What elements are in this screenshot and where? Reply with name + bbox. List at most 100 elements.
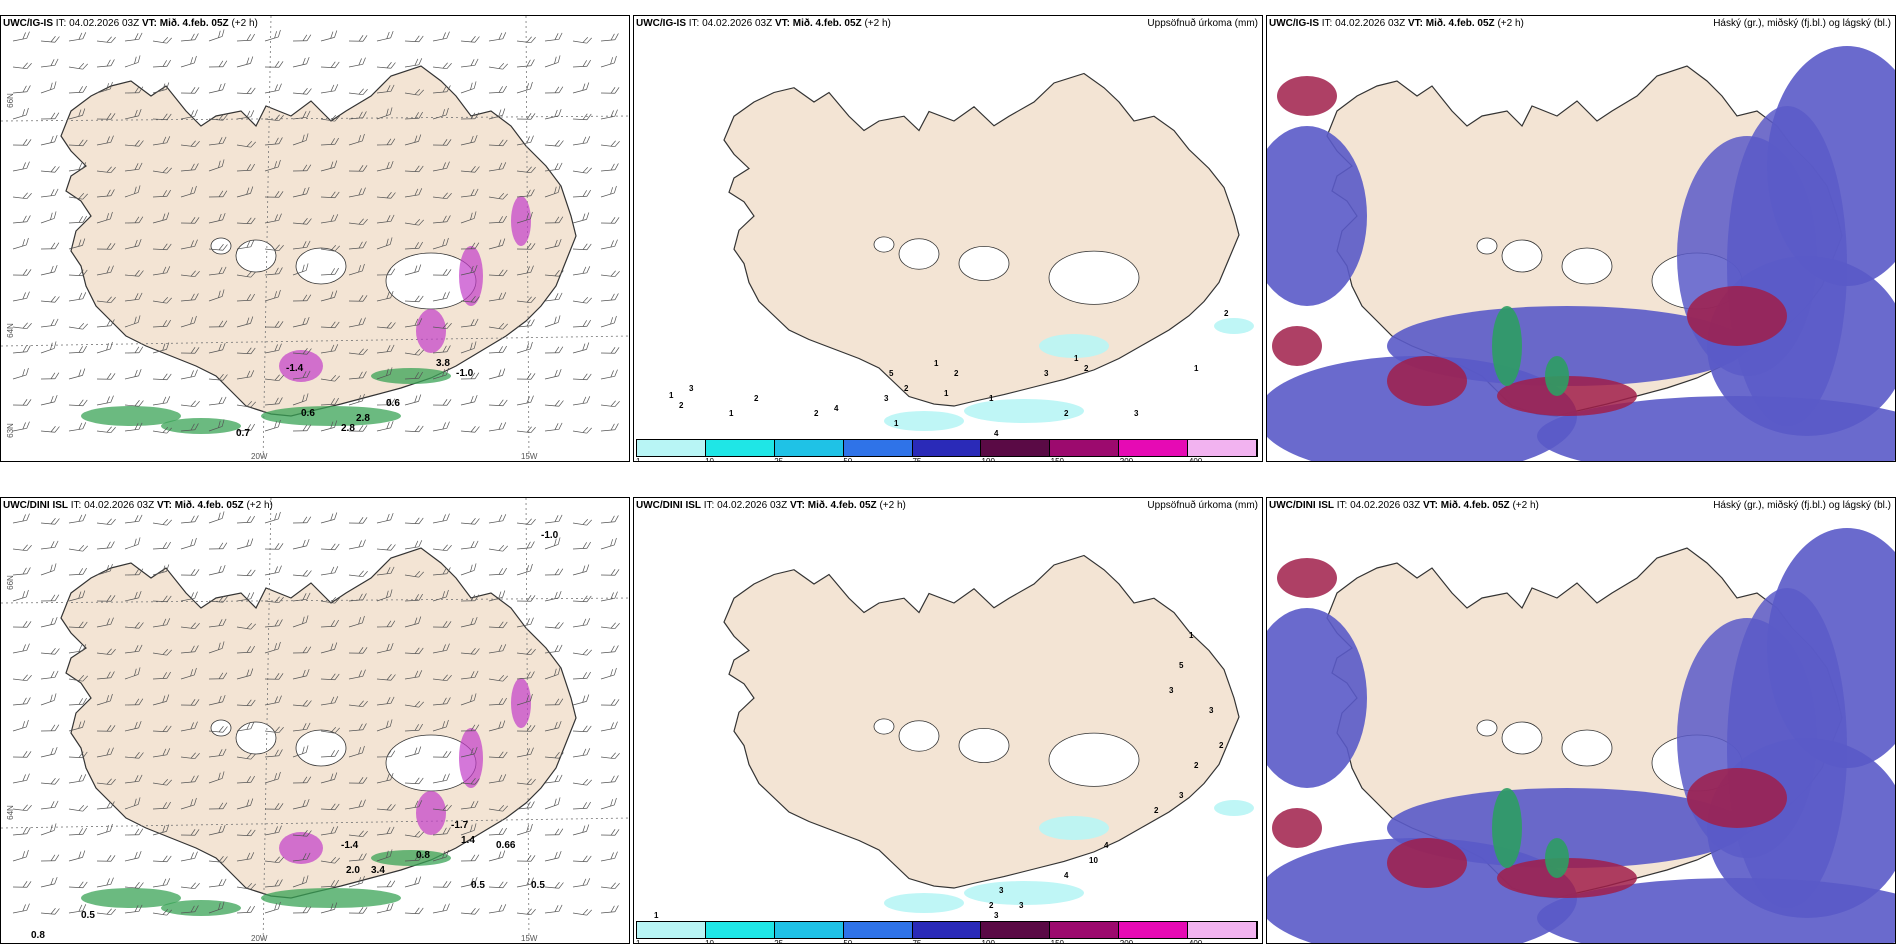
barb-flag [610,87,616,94]
barb-flag [554,752,560,759]
barb-flag [78,323,85,329]
barb-shaft [572,195,587,198]
glacier-3 [1476,237,1498,255]
barb-flag [110,211,113,220]
barb-flag [50,112,56,120]
barb-flag [194,141,200,147]
barb-flag [557,185,561,193]
barb-flag [250,370,255,377]
barb-shaft [12,244,27,250]
barb-shaft [460,170,475,173]
wind-barb [236,33,255,42]
barb-flag [26,85,31,92]
barb-flag [390,826,395,834]
panel-right-title: Háský (gr.), miðský (fj.bl.) og lágský (… [1713,500,1891,511]
barb-flag [278,137,283,144]
barb-flag [138,622,144,629]
barb-shaft [320,832,335,836]
barb-flag [306,34,312,41]
barb-flag [162,37,169,43]
precip-value-label: 4 [834,404,839,413]
barb-flag [134,369,138,377]
barb-flag [166,909,172,916]
barb-flag [330,750,335,757]
barb-flag [166,167,172,174]
wind-barb [544,568,564,576]
contour-label: 0.5 [81,910,95,921]
barb-shaft [152,170,167,174]
barb-flag [330,857,337,863]
barb-flag [190,240,194,248]
barb-flag [138,292,143,300]
barb-flag [530,779,536,785]
precip-value-label: 3 [1044,369,1049,378]
barb-shaft [292,752,307,758]
barb-flag [526,908,532,915]
barb-flag [190,423,195,431]
wind-barb [180,882,200,890]
barb-flag [610,775,615,783]
barb-shaft [68,886,83,889]
barb-shaft [600,375,615,380]
wind-barb [236,401,256,408]
wind-barb [488,697,507,706]
barb-flag [54,616,58,624]
barb-flag [134,798,137,806]
contour-label: -1.0 [456,368,474,379]
barb-flag [530,189,535,196]
barb-shaft [124,857,139,862]
wind-barb [320,115,340,122]
barb-shaft [124,375,139,380]
barb-flag [582,748,587,756]
barb-flag [250,538,254,546]
wind-barb [600,423,619,432]
barb-flag [334,642,338,650]
barb-flag [138,422,143,430]
barb-shaft [432,167,447,172]
barb-shaft [404,64,419,68]
barb-flag [502,590,506,598]
barb-flag [246,829,252,836]
wind-barb [460,563,477,576]
wind-barb [488,827,507,836]
barb-flag [302,516,308,524]
wind-barb [292,875,309,888]
wind-barb [544,797,561,810]
colorbar-segment [1050,922,1120,938]
barb-flag [474,778,480,785]
wind-barb [96,59,115,68]
barb-shaft [292,675,307,680]
barb-flag [305,133,309,141]
barb-flag [502,675,508,682]
barb-shaft [152,142,167,146]
wind-barb [96,801,115,810]
barb-shaft [292,574,307,577]
barb-flag [554,668,557,676]
barb-flag [54,518,60,525]
wind-barb [348,371,367,380]
wind-barbs [12,29,620,434]
barb-shaft [292,834,307,837]
wind-barb [68,567,87,576]
precip-green-1 [161,418,241,434]
wind-barb [292,592,311,602]
wind-barb [40,778,60,785]
precip-area-1 [1214,318,1254,334]
barb-flag [586,595,592,602]
barb-flag [306,700,312,707]
barb-flag [418,394,422,402]
wind-barb [124,590,142,602]
wind-barb [292,776,312,784]
barb-shaft [348,859,363,862]
barb-flag [218,114,224,121]
barb-shaft [68,38,83,42]
barb-flag [134,239,138,247]
barb-flag [54,166,60,173]
wind-barb [544,238,562,250]
barb-flag [246,317,250,325]
barb-flag [554,239,558,247]
barb-flag [22,851,25,859]
wind-barb [348,425,368,432]
barb-flag [586,427,592,434]
barb-flag [278,565,282,573]
